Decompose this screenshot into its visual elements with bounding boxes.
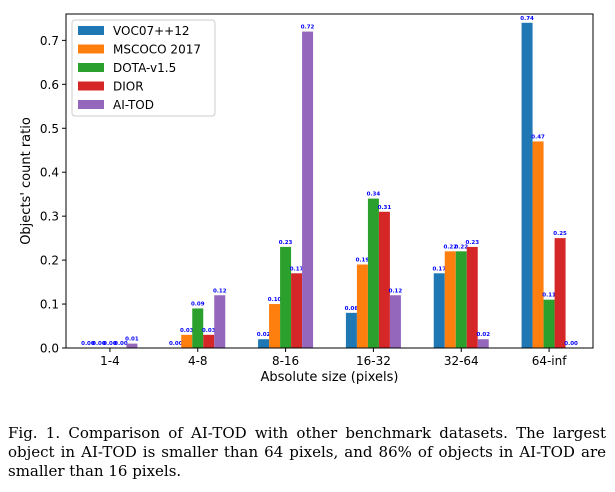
bar-value-label: 0.19 xyxy=(356,258,370,264)
bar-value-label: 0.17 xyxy=(432,266,446,272)
bar-dota-v1-5-8-16 xyxy=(280,246,292,348)
bar-value-label: 0.00 xyxy=(564,341,578,347)
bar-value-label: 0.17 xyxy=(290,266,304,272)
figure-caption: Fig. 1. Comparison of AI-TOD with other … xyxy=(8,424,606,480)
bar-ai-tod-4-8 xyxy=(214,295,226,348)
bar-ai-tod-16-32 xyxy=(389,295,401,348)
bar-value-label: 0.12 xyxy=(389,288,403,294)
bar-value-label: 0.10 xyxy=(268,297,282,303)
legend-swatch-dota-v1-5 xyxy=(78,63,104,72)
x-tick-label: 4-8 xyxy=(188,354,208,368)
x-tick-label: 32-64 xyxy=(444,354,479,368)
bar-value-label: 0.00 xyxy=(92,341,106,347)
bar-dota-v1-5-16-32 xyxy=(367,198,379,348)
bar-dota-v1-5-64-inf xyxy=(543,299,555,348)
bar-value-label: 0.23 xyxy=(465,240,479,246)
legend-swatch-dior xyxy=(78,81,104,91)
bar-value-label: 0.03 xyxy=(202,328,216,334)
legend-swatch-ai-tod xyxy=(78,100,104,109)
bar-value-label: 0.22 xyxy=(454,244,468,250)
y-tick-label: 0.3 xyxy=(40,210,59,224)
bar-dior-32-64 xyxy=(466,246,478,348)
bar-voc07-12-8-16 xyxy=(258,339,270,348)
bar-mscoco-2017-32-64 xyxy=(444,251,456,348)
x-axis-label: Absolute size (pixels) xyxy=(261,370,399,385)
bar-value-label: 0.11 xyxy=(542,293,556,299)
bar-dior-4-8 xyxy=(203,334,215,348)
bar-value-label: 0.22 xyxy=(443,244,457,250)
bar-value-label: 0.12 xyxy=(213,288,227,294)
y-axis-label: Objects' count ratio xyxy=(19,117,34,245)
bar-value-label: 0.31 xyxy=(378,205,392,211)
bar-value-label: 0.02 xyxy=(257,332,271,338)
y-tick-label: 0.6 xyxy=(40,78,59,92)
legend-label: AI-TOD xyxy=(113,98,154,112)
legend-frame xyxy=(71,19,216,117)
bar-mscoco-2017-4-8 xyxy=(181,334,193,348)
y-tick-label: 0.1 xyxy=(40,298,59,312)
bar-value-label: 0.02 xyxy=(476,332,490,338)
x-tick-label: 16-32 xyxy=(356,354,391,368)
x-tick-label: 1-4 xyxy=(100,354,120,368)
y-tick-label: 0.2 xyxy=(40,254,59,268)
x-tick-label: 64-inf xyxy=(532,354,568,368)
bar-value-label: 0.03 xyxy=(180,328,194,334)
bar-voc07-12-32-64 xyxy=(433,273,445,348)
bar-value-label: 0.74 xyxy=(520,16,534,22)
legend-label: MSCOCO 2017 xyxy=(113,43,201,57)
x-tick-label: 8-16 xyxy=(272,354,299,368)
y-tick-label: 0.7 xyxy=(40,34,59,48)
legend: VOC07++12 MSCOCO 2017 DOTA-v1.5 DIOR AI-TOD xyxy=(71,19,216,117)
bar-value-label: 0.72 xyxy=(301,25,315,31)
bar-voc07-12-16-32 xyxy=(345,312,357,348)
legend-label: DIOR xyxy=(113,80,144,94)
legend-label: DOTA-v1.5 xyxy=(113,61,176,75)
bar-dior-16-32 xyxy=(378,211,390,348)
bar-ai-tod-8-16 xyxy=(302,31,314,349)
bar-value-label: 0.01 xyxy=(125,337,139,343)
bar-ai-tod-32-64 xyxy=(477,339,489,348)
bar-value-label: 0.00 xyxy=(114,341,128,347)
legend-swatch-mscoco-2017 xyxy=(78,44,104,54)
bar-mscoco-2017-16-32 xyxy=(356,264,368,348)
legend-label: VOC07++12 xyxy=(113,24,189,38)
bar-chart: 0.000.000.000.000.010.000.030.090.030.12… xyxy=(19,13,594,385)
bar-dota-v1-5-32-64 xyxy=(455,251,467,348)
y-tick-label: 0.0 xyxy=(40,342,59,356)
bar-dior-8-16 xyxy=(291,273,303,348)
bar-value-label: 0.25 xyxy=(553,231,567,237)
y-tick-label: 0.5 xyxy=(40,122,59,136)
bar-value-label: 0.00 xyxy=(103,341,117,347)
bar-value-label: 0.09 xyxy=(191,301,205,307)
legend-swatch-voc07-12 xyxy=(78,26,104,35)
y-tick-label: 0.4 xyxy=(40,166,59,180)
bar-dior-64-inf xyxy=(554,238,566,348)
bar-voc07-12-64-inf xyxy=(521,22,533,348)
bar-value-label: 0.23 xyxy=(279,240,293,246)
bar-mscoco-2017-8-16 xyxy=(269,304,281,348)
bar-dota-v1-5-4-8 xyxy=(192,308,204,348)
bar-value-label: 0.08 xyxy=(345,306,359,312)
bar-value-label: 0.47 xyxy=(531,134,545,140)
bar-value-label: 0.00 xyxy=(169,341,183,347)
plot-frame xyxy=(65,13,594,349)
bar-ai-tod-1-4 xyxy=(126,343,138,348)
bar-value-label: 0.34 xyxy=(367,192,381,198)
bar-value-label: 0.00 xyxy=(81,341,95,347)
bar-mscoco-2017-64-inf xyxy=(532,141,544,348)
